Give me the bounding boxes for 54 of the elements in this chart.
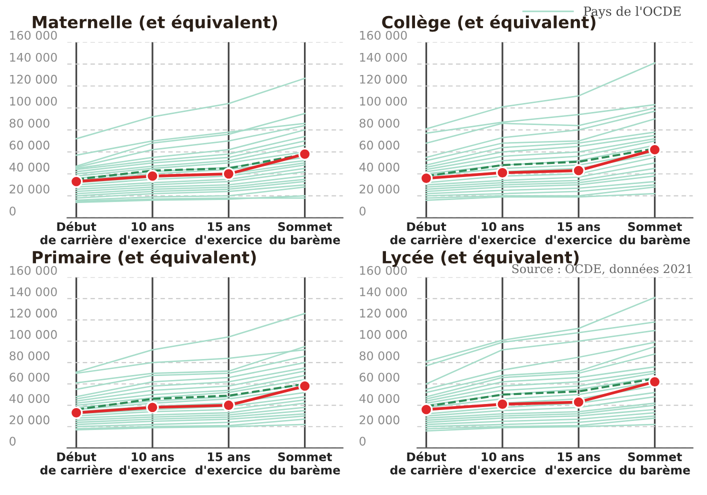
- y-tick-label: 0: [360, 206, 366, 216]
- x-tick-label: 15 ans d'exercice: [545, 222, 612, 244]
- y-tick-label: 120 000: [10, 308, 57, 318]
- y-tick-label: 160 000: [360, 266, 407, 275]
- x-tick-label: Sommet du barème: [620, 222, 690, 244]
- x-tick-label: 10 ans d'exercice: [469, 452, 536, 474]
- y-tick-label: 60 000: [10, 372, 50, 382]
- y-tick-label: 100 000: [360, 96, 407, 106]
- y-tick-label: 140 000: [360, 287, 407, 296]
- x-tick-label: Sommet du barème: [270, 222, 340, 244]
- x-tick-label: Début de carrière: [40, 452, 112, 474]
- y-tick-label: 140 000: [360, 52, 407, 62]
- y-tick-label: 80 000: [360, 351, 400, 360]
- y-tick-label: 40 000: [9, 394, 50, 403]
- x-tick-label: Début de carrière: [40, 221, 112, 244]
- y-tick-label: 20 000: [10, 184, 50, 194]
- x-tick-label: 10 ans d'exercice: [469, 222, 536, 244]
- y-tick-label: 60 000: [360, 140, 400, 150]
- y-tick-label: 20 000: [10, 415, 50, 424]
- y-tick-label: 100 000: [10, 330, 57, 339]
- y-tick-label: 80 000: [360, 118, 400, 128]
- x-tick-label: Début de carrière: [390, 221, 462, 244]
- y-tick-label: 0: [360, 436, 366, 446]
- y-tick-label: 160 000: [10, 30, 57, 40]
- x-tick-label: Début de carrière: [390, 452, 462, 474]
- y-tick-label: 0: [10, 206, 16, 216]
- x-tick-label: 15 ans d'exercice: [545, 452, 612, 474]
- y-tick-label: 80 000: [10, 351, 50, 360]
- chart-title: Maternelle (et équivalent): [32, 14, 277, 32]
- x-tick-label: 10 ans d'exercice: [119, 452, 186, 474]
- y-tick-label: 60 000: [10, 140, 50, 150]
- y-tick-label: 20 000: [360, 184, 400, 194]
- y-tick-label: 120 000: [360, 308, 407, 318]
- y-tick-label: 160 000: [10, 266, 57, 275]
- y-tick-label: 120 000: [360, 74, 407, 84]
- y-tick-label: 40 000: [9, 162, 50, 172]
- x-tick-label: 10 ans d'exercice: [119, 222, 186, 244]
- y-tick-label: 40 000: [359, 394, 400, 403]
- y-tick-label: 80 000: [10, 118, 50, 128]
- x-tick-label: 15 ans d'exercice: [195, 222, 262, 244]
- y-tick-label: 40 000: [359, 162, 400, 172]
- x-tick-label: Sommet du barème: [270, 452, 340, 474]
- x-tick-label: Sommet du barème: [620, 452, 690, 474]
- y-tick-label: 0: [10, 436, 16, 446]
- y-tick-label: 20 000: [360, 415, 400, 424]
- y-tick-label: 60 000: [360, 372, 400, 382]
- x-tick-label: 15 ans d'exercice: [195, 452, 262, 474]
- y-tick-label: 120 000: [10, 74, 57, 84]
- y-tick-label: 140 000: [10, 287, 57, 296]
- y-tick-label: 100 000: [360, 330, 407, 339]
- chart-title: Primaire (et équivalent): [32, 250, 256, 267]
- y-tick-label: 100 000: [10, 96, 57, 106]
- y-tick-label: 140 000: [10, 52, 57, 62]
- y-tick-label: 160 000: [360, 30, 407, 40]
